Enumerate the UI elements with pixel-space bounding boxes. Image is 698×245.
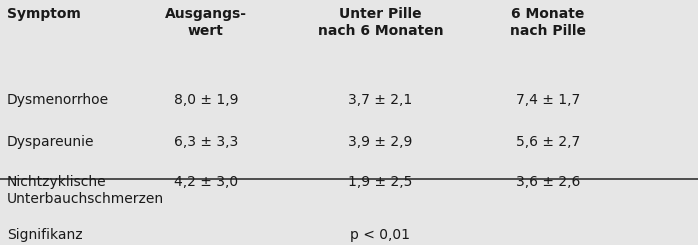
Text: Nichtzyklische
Unterbauchschmerzen: Nichtzyklische Unterbauchschmerzen — [7, 175, 164, 206]
Text: 3,6 ± 2,6: 3,6 ± 2,6 — [516, 175, 580, 189]
Text: p < 0,01: p < 0,01 — [350, 228, 410, 242]
Text: 5,6 ± 2,7: 5,6 ± 2,7 — [516, 135, 580, 149]
Text: Dyspareunie: Dyspareunie — [7, 135, 94, 149]
Text: 6 Monate
nach Pille: 6 Monate nach Pille — [510, 7, 586, 38]
Text: Unter Pille
nach 6 Monaten: Unter Pille nach 6 Monaten — [318, 7, 443, 38]
Text: 8,0 ± 1,9: 8,0 ± 1,9 — [174, 93, 238, 107]
Text: 4,2 ± 3,0: 4,2 ± 3,0 — [174, 175, 238, 189]
Text: 7,4 ± 1,7: 7,4 ± 1,7 — [516, 93, 580, 107]
Text: 1,9 ± 2,5: 1,9 ± 2,5 — [348, 175, 413, 189]
Text: Ausgangs-
wert: Ausgangs- wert — [165, 7, 247, 38]
Text: 3,7 ± 2,1: 3,7 ± 2,1 — [348, 93, 413, 107]
Text: 6,3 ± 3,3: 6,3 ± 3,3 — [174, 135, 238, 149]
Text: Dysmenorrhoe: Dysmenorrhoe — [7, 93, 109, 107]
Text: Signifikanz: Signifikanz — [7, 228, 82, 242]
Text: 3,9 ± 2,9: 3,9 ± 2,9 — [348, 135, 413, 149]
Text: Symptom: Symptom — [7, 7, 81, 21]
